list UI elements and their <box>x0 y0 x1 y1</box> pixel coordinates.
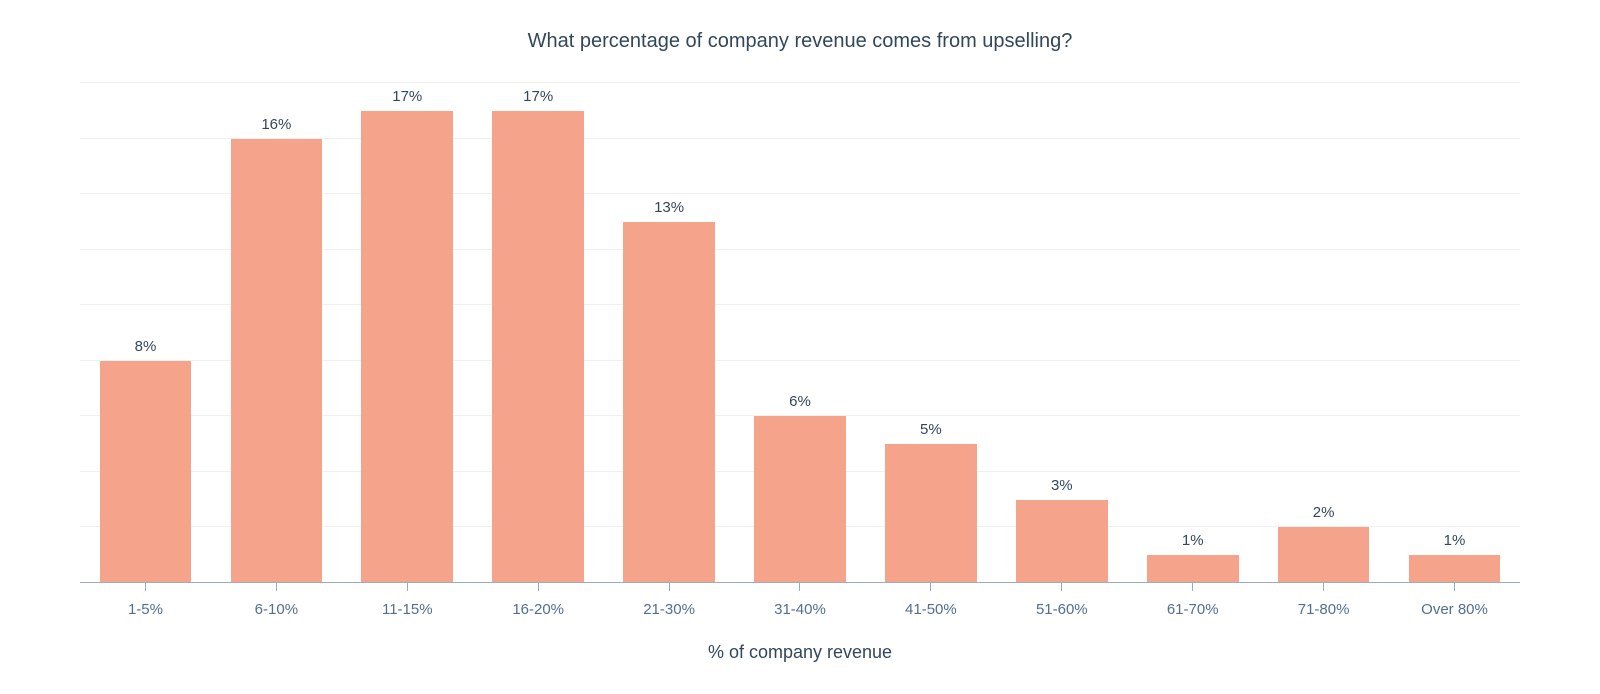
chart-title: What percentage of company revenue comes… <box>60 30 1540 53</box>
bar-slot: 13% <box>604 83 735 583</box>
tick-mark <box>669 583 670 591</box>
bar-value-label: 5% <box>920 421 942 438</box>
bar-value-label: 8% <box>135 338 157 355</box>
x-axis-title: % of company revenue <box>60 642 1540 663</box>
bar-value-label: 6% <box>789 393 811 410</box>
bar-value-label: 2% <box>1313 504 1335 521</box>
bar-slot: 1% <box>1389 83 1520 583</box>
x-tick-label: 41-50% <box>905 601 957 618</box>
tick-mark <box>799 583 800 591</box>
bar-value-label: 13% <box>654 199 684 216</box>
bar <box>492 111 584 583</box>
x-tick: 11-15% <box>342 583 473 618</box>
plot-area: 8% 16% 17% 17% 13% 6% 5% 3% 1% 2% 1% <box>80 83 1520 583</box>
bar-slot: 17% <box>342 83 473 583</box>
x-tick-label: 11-15% <box>382 601 433 618</box>
tick-mark <box>1323 583 1324 591</box>
bars-group: 8% 16% 17% 17% 13% 6% 5% 3% 1% 2% 1% <box>80 83 1520 583</box>
tick-mark <box>1192 583 1193 591</box>
x-tick: 71-80% <box>1258 583 1389 618</box>
chart-container: What percentage of company revenue comes… <box>0 0 1600 694</box>
x-tick-label: Over 80% <box>1421 601 1488 618</box>
bar-value-label: 1% <box>1444 532 1466 549</box>
bar <box>885 444 977 583</box>
bar-value-label: 3% <box>1051 477 1073 494</box>
tick-mark <box>276 583 277 591</box>
tick-mark <box>407 583 408 591</box>
bar <box>754 416 846 583</box>
x-tick: 51-60% <box>996 583 1127 618</box>
bar <box>623 222 715 583</box>
x-tick-label: 71-80% <box>1298 601 1350 618</box>
x-tick: 41-50% <box>865 583 996 618</box>
x-tick: 1-5% <box>80 583 211 618</box>
tick-mark <box>1061 583 1062 591</box>
x-axis-ticks: 1-5% 6-10% 11-15% 16-20% 21-30% 31-40% 41-50% 5… <box>80 583 1520 618</box>
x-tick-label: 31-40% <box>774 601 826 618</box>
bar-value-label: 16% <box>261 116 291 133</box>
tick-mark <box>930 583 931 591</box>
x-tick: 16-20% <box>473 583 604 618</box>
bar-slot: 6% <box>735 83 866 583</box>
tick-mark <box>1454 583 1455 591</box>
tick-mark <box>538 583 539 591</box>
bar-value-label: 17% <box>392 88 422 105</box>
x-tick: Over 80% <box>1389 583 1520 618</box>
bar <box>1409 555 1501 583</box>
bar-slot: 2% <box>1258 83 1389 583</box>
x-tick: 21-30% <box>604 583 735 618</box>
x-axis-line <box>80 582 1520 583</box>
x-tick: 31-40% <box>735 583 866 618</box>
bar <box>1147 555 1239 583</box>
bar-slot: 1% <box>1127 83 1258 583</box>
tick-mark <box>145 583 146 591</box>
bar <box>1016 500 1108 583</box>
bar-value-label: 1% <box>1182 532 1204 549</box>
bar <box>100 361 192 583</box>
bar-slot: 8% <box>80 83 211 583</box>
x-tick-label: 21-30% <box>643 601 695 618</box>
x-tick-label: 16-20% <box>512 601 564 618</box>
x-tick-label: 1-5% <box>128 601 163 618</box>
x-tick-label: 6-10% <box>255 601 298 618</box>
x-tick-label: 61-70% <box>1167 601 1219 618</box>
bar <box>361 111 453 583</box>
bar-slot: 5% <box>865 83 996 583</box>
bar-slot: 3% <box>996 83 1127 583</box>
bar <box>1278 527 1370 583</box>
bar-slot: 16% <box>211 83 342 583</box>
x-tick: 6-10% <box>211 583 342 618</box>
bar <box>231 139 323 583</box>
bar-value-label: 17% <box>523 88 553 105</box>
bar-slot: 17% <box>473 83 604 583</box>
x-tick-label: 51-60% <box>1036 601 1088 618</box>
x-tick: 61-70% <box>1127 583 1258 618</box>
